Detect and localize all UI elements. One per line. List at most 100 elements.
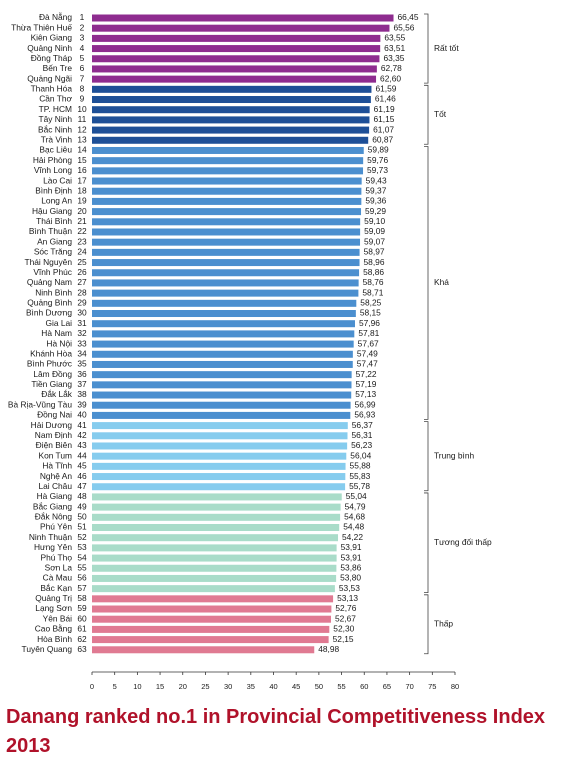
bar	[92, 248, 360, 256]
rank-label: 59	[77, 603, 87, 613]
category-label: Kiên Giang	[31, 33, 73, 43]
bar	[92, 167, 364, 175]
bar	[92, 442, 348, 450]
value-label: 57,96	[359, 318, 380, 328]
value-label: 59,10	[364, 216, 385, 226]
bar	[92, 136, 369, 144]
rank-label: 38	[77, 389, 87, 399]
category-label: Lâm Đồng	[33, 369, 72, 379]
bar	[92, 289, 359, 297]
category-label: Thanh Hóa	[31, 84, 73, 94]
value-label: 61,15	[373, 114, 394, 124]
group-bracket	[424, 13, 429, 84]
category-label: Bình Dương	[26, 308, 72, 318]
category-label: Ninh Bình	[35, 287, 72, 297]
category-label: Cao Bằng	[35, 624, 73, 634]
rank-label: 9	[80, 94, 85, 104]
rank-label: 41	[77, 420, 87, 430]
rank-label: 30	[77, 308, 87, 318]
bar	[92, 218, 361, 226]
value-label: 55,78	[349, 481, 370, 491]
bar	[92, 340, 354, 348]
category-label: Nghệ An	[40, 471, 72, 481]
category-label: Bình Thuận	[29, 226, 72, 236]
category-label: Thái Nguyên	[25, 257, 73, 267]
category-label: Tây Ninh	[38, 114, 72, 124]
rank-label: 25	[77, 257, 87, 267]
rank-label: 55	[77, 562, 87, 572]
bar	[92, 350, 353, 358]
category-label: Đà Nẵng	[39, 12, 72, 22]
bar	[92, 432, 348, 440]
category-label: Hải Phòng	[33, 155, 72, 165]
rank-label: 7	[80, 73, 85, 83]
value-label: 57,81	[358, 328, 379, 338]
rank-label: 2	[80, 22, 85, 32]
value-label: 56,31	[352, 430, 373, 440]
rank-label: 58	[77, 593, 87, 603]
bar	[92, 65, 377, 73]
bar	[92, 330, 355, 338]
rank-label: 4	[80, 43, 85, 53]
group-bracket	[424, 146, 429, 420]
bar	[92, 24, 390, 32]
x-tick-label: 75	[428, 682, 436, 691]
category-label: Yên Bái	[43, 613, 72, 623]
value-label: 58,15	[360, 308, 381, 318]
chart: Đà Nẵng 1 66,45 Thừa Thiên Huế 2 65,56 Kiên Gi…	[8, 12, 492, 691]
rank-label: 10	[77, 104, 87, 114]
value-label: 58,25	[360, 298, 381, 308]
bar	[92, 534, 339, 542]
value-label: 53,86	[340, 562, 361, 572]
value-label: 53,91	[341, 552, 362, 562]
bar	[92, 228, 361, 236]
x-tick-label: 20	[179, 682, 187, 691]
x-tick-label: 15	[156, 682, 164, 691]
value-label: 52,15	[333, 634, 354, 644]
rank-label: 39	[77, 399, 87, 409]
rank-label: 6	[80, 63, 85, 73]
value-label: 52,67	[335, 613, 356, 623]
bar	[92, 646, 315, 654]
bar	[92, 574, 337, 582]
bar	[92, 116, 370, 124]
bar	[92, 238, 361, 246]
bar	[92, 269, 360, 277]
x-tick-label: 60	[360, 682, 368, 691]
bar	[92, 55, 380, 63]
rank-label: 49	[77, 501, 87, 511]
category-label: Cà Mau	[43, 573, 73, 583]
rank-label: 51	[77, 522, 87, 532]
group-bracket	[424, 84, 429, 145]
category-label: Hòa Bình	[37, 634, 72, 644]
category-label: TP. HCM	[39, 104, 72, 114]
category-label: Hà Nội	[46, 338, 72, 348]
value-label: 61,46	[375, 94, 396, 104]
category-label: Lai Châu	[38, 481, 72, 491]
category-label: Quảng Ninh	[27, 43, 72, 53]
bar	[92, 401, 351, 409]
x-tick-label: 0	[90, 682, 94, 691]
bar	[92, 605, 332, 613]
value-label: 59,73	[367, 165, 388, 175]
value-label: 56,93	[354, 410, 375, 420]
value-label: 56,99	[355, 399, 376, 409]
category-label: Vĩnh Long	[34, 165, 73, 175]
value-label: 60,87	[372, 134, 393, 144]
value-label: 55,04	[346, 491, 367, 501]
group-bracket	[424, 594, 429, 655]
value-label: 62,78	[381, 63, 402, 73]
value-label: 63,35	[383, 53, 404, 63]
bar	[92, 513, 341, 521]
bar	[92, 411, 351, 419]
category-label: Bạc Liêu	[39, 145, 72, 155]
category-label: Hà Tĩnh	[42, 461, 72, 471]
x-tick-label: 5	[113, 682, 117, 691]
rank-label: 26	[77, 267, 87, 277]
value-label: 57,19	[355, 379, 376, 389]
bar	[92, 554, 337, 562]
value-label: 58,76	[363, 277, 384, 287]
rank-label: 43	[77, 440, 87, 450]
rank-label: 63	[77, 644, 87, 654]
category-label: Ninh Thuận	[29, 532, 72, 542]
